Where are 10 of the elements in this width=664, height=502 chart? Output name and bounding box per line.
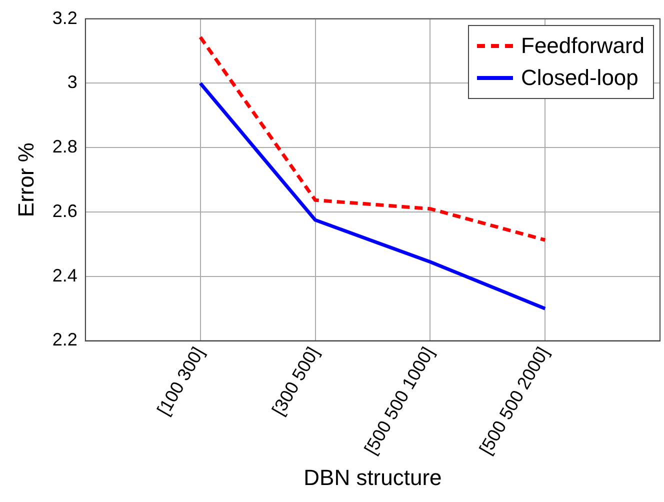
y-axis-title: Error %: [13, 142, 38, 218]
y-tick-label: 2.8: [52, 136, 78, 157]
y-tick-label: 2.4: [52, 265, 78, 286]
y-tick-label: 2.2: [52, 330, 78, 350]
x-axis-title: DBN structure: [304, 464, 442, 490]
legend-label: Closed-loop: [521, 64, 638, 92]
y-tick-label: 3: [67, 72, 78, 92]
legend-label: Feedforward: [521, 32, 645, 60]
y-tick-label: 3.2: [52, 8, 78, 28]
y-tick-label: 2.6: [52, 200, 78, 221]
